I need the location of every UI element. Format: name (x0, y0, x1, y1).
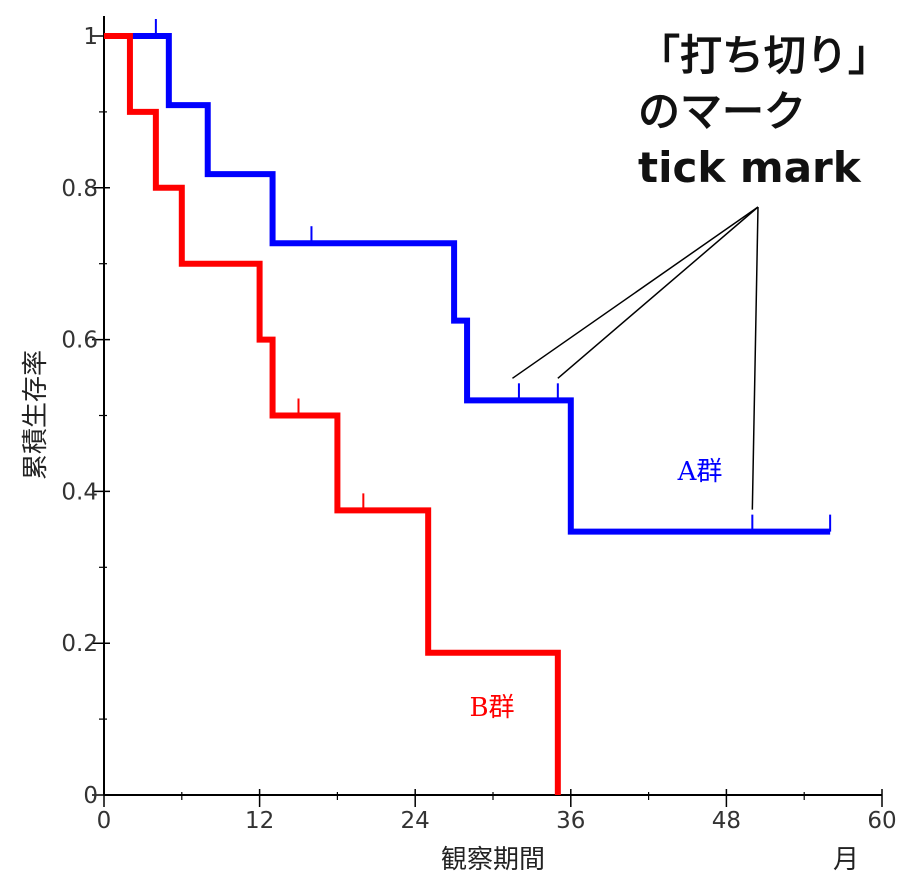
annotation-pointer (512, 206, 759, 379)
series-line-1 (104, 33, 561, 795)
x-axis-title: 観察期間 (441, 845, 545, 875)
x-tick-label: 60 (867, 808, 896, 834)
y-tick-label: 0.4 (61, 479, 98, 505)
x-tick-label: 0 (97, 808, 112, 834)
annotation-line-2: tick mark (638, 143, 862, 192)
annotation-pointer (557, 206, 759, 379)
x-tick-label: 48 (712, 808, 741, 834)
series-line-0 (104, 33, 831, 535)
annotation-line-1: のマーク (638, 87, 806, 136)
x-tick-label: 12 (245, 808, 274, 834)
y-tick-label: 0.6 (61, 328, 98, 354)
y-axis-title: 累積生存率 (21, 350, 51, 480)
x-tick-label: 24 (401, 808, 430, 834)
series-label-a: A群 (677, 457, 723, 487)
y-tick-label: 0.2 (61, 631, 98, 657)
y-tick-label: 0 (83, 783, 98, 809)
annotation-line-0: 「打ち切り」 (638, 31, 890, 80)
x-axis-unit: 月 (833, 845, 859, 875)
series-label-b: B群 (469, 693, 514, 723)
y-tick-label: 0.8 (61, 176, 98, 202)
x-tick-label: 36 (556, 808, 585, 834)
y-tick-label: 1 (83, 24, 98, 50)
annotation-pointer (751, 206, 759, 510)
